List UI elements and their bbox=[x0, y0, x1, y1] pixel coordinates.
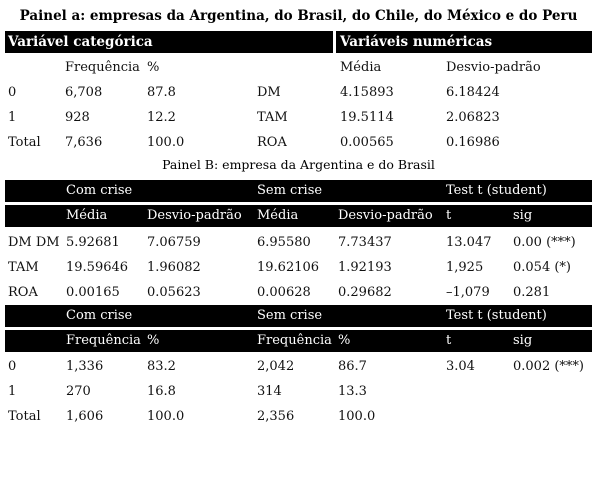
panel-a-row-freq: 7,636 bbox=[65, 135, 103, 150]
panel-a-subheader-mean: Média bbox=[340, 60, 382, 75]
panel-b-cell: 314 bbox=[257, 384, 282, 399]
panel-b-cell: 19.62106 bbox=[257, 260, 320, 275]
panel-b-cell: 0.002 (***) bbox=[513, 359, 584, 374]
panel-a-row-pct: 100.0 bbox=[147, 135, 185, 150]
panel-a-subheader-sd: Desvio-padrão bbox=[446, 60, 541, 75]
panel-b-cell: 0.054 (*) bbox=[513, 260, 571, 275]
panel-b-cell: 1,336 bbox=[66, 359, 104, 374]
panel-b-row-label: DM DM bbox=[8, 235, 60, 250]
panel-b-cell: 3.04 bbox=[446, 359, 475, 374]
panel-b-cell: 0.281 bbox=[513, 285, 551, 300]
panel-b-cell: 6.95580 bbox=[257, 235, 311, 250]
panel-b-group-test-t: Test t (student) bbox=[446, 183, 547, 198]
panel-b-group-com-crise: Com crise bbox=[66, 183, 133, 198]
panel-a-left-header-bar bbox=[5, 31, 333, 53]
panel-a-left-header: Variável categórica bbox=[8, 34, 153, 50]
panel-b-cell: 2,356 bbox=[257, 409, 295, 424]
panel-b-subheader-bar-2 bbox=[5, 330, 592, 352]
panel-b-cell: 1,606 bbox=[66, 409, 104, 424]
panel-a-row-pct: 87.8 bbox=[147, 85, 176, 100]
panel-b-cell: 0.29682 bbox=[338, 285, 392, 300]
panel-b-group-header-bar bbox=[5, 180, 592, 202]
panel-b-cell: 0.05623 bbox=[147, 285, 201, 300]
panel-b-sub-sd: Desvio-padrão bbox=[147, 208, 242, 223]
panel-b-cell: 7.06759 bbox=[147, 235, 201, 250]
panel-b-cell: 0.00165 bbox=[66, 285, 120, 300]
panel-b-cell: 1,925 bbox=[446, 260, 484, 275]
panel-b-cell: 270 bbox=[66, 384, 91, 399]
panel-b-cell: 16.8 bbox=[147, 384, 176, 399]
panel-a-var-sd: 2.06823 bbox=[446, 110, 500, 125]
panel-b-group-com-crise-2: Com crise bbox=[66, 308, 133, 323]
panel-a-subheader-frequency: Frequência bbox=[65, 60, 140, 75]
panel-a-var-label: ROA bbox=[257, 135, 287, 150]
panel-a-right-header-bar bbox=[336, 31, 592, 53]
panel-b-sub-frequency: Frequência bbox=[66, 333, 141, 348]
panel-b-group-sem-crise-2: Sem crise bbox=[257, 308, 323, 323]
panel-b-sub-sd: Desvio-padrão bbox=[338, 208, 433, 223]
panel-b-cell: 0.00628 bbox=[257, 285, 311, 300]
panel-b-cell: 5.92681 bbox=[66, 235, 120, 250]
panel-b-title: Painel B: empresa da Argentina e do Bras… bbox=[162, 157, 435, 172]
panel-a-row-label: 0 bbox=[8, 85, 17, 100]
panel-a-subheader-percent: % bbox=[147, 60, 160, 75]
panel-b-row-label: Total bbox=[8, 409, 41, 424]
panel-a-var-mean: 0.00565 bbox=[340, 135, 394, 150]
panel-a-row-freq: 6,708 bbox=[65, 85, 103, 100]
panel-b-cell: 13.3 bbox=[338, 384, 367, 399]
panel-b-sub-sig: sig bbox=[513, 333, 533, 348]
panel-b-group-header-bar-2 bbox=[5, 305, 592, 327]
panel-a-row-freq: 928 bbox=[65, 110, 90, 125]
panel-b-subheader-bar bbox=[5, 205, 592, 227]
panel-a-var-mean: 4.15893 bbox=[340, 85, 394, 100]
panel-b-cell: 19.59646 bbox=[66, 260, 129, 275]
panel-b-sub-mean: Média bbox=[66, 208, 108, 223]
panel-b-sub-frequency: Frequência bbox=[257, 333, 332, 348]
panel-b-cell: 13.047 bbox=[446, 235, 492, 250]
panel-a-var-sd: 6.18424 bbox=[446, 85, 500, 100]
panel-a-title: Painel a: empresas da Argentina, do Bras… bbox=[19, 8, 578, 24]
panel-b-cell: 0.00 (***) bbox=[513, 235, 576, 250]
panel-b-cell: –1,079 bbox=[446, 285, 490, 300]
panel-b-cell: 83.2 bbox=[147, 359, 176, 374]
panel-b-sub-t: t bbox=[446, 208, 452, 223]
panel-b-cell: 100.0 bbox=[338, 409, 376, 424]
panel-b-group-test-t-2: Test t (student) bbox=[446, 308, 547, 323]
panel-a-row-label: Total bbox=[8, 135, 41, 150]
panel-b-sub-percent: % bbox=[338, 333, 351, 348]
panel-b-sub-t: t bbox=[446, 333, 452, 348]
panel-b-sub-sig: sig bbox=[513, 208, 533, 223]
panel-b-cell: 100.0 bbox=[147, 409, 185, 424]
panel-a-var-label: DM bbox=[257, 85, 281, 100]
panel-b-cell: 1.96082 bbox=[147, 260, 201, 275]
panel-b-sub-mean: Média bbox=[257, 208, 299, 223]
panel-a-right-header: Variáveis numéricas bbox=[340, 34, 493, 50]
panel-b-cell: 1.92193 bbox=[338, 260, 392, 275]
panel-b-row-label: 0 bbox=[8, 359, 17, 374]
panel-b-row-label: 1 bbox=[8, 384, 17, 399]
panel-a-var-sd: 0.16986 bbox=[446, 135, 500, 150]
panel-b-cell: 7.73437 bbox=[338, 235, 392, 250]
panel-b-cell: 2,042 bbox=[257, 359, 295, 374]
panel-b-row-label: ROA bbox=[8, 285, 38, 300]
panel-b-cell: 86.7 bbox=[338, 359, 367, 374]
panel-b-row-label: TAM bbox=[8, 260, 39, 275]
panel-a-row-label: 1 bbox=[8, 110, 17, 125]
panel-b-sub-percent: % bbox=[147, 333, 160, 348]
panel-b-group-sem-crise: Sem crise bbox=[257, 183, 323, 198]
panel-a-row-pct: 12.2 bbox=[147, 110, 176, 125]
panel-a-var-mean: 19.5114 bbox=[340, 110, 394, 125]
panel-a-var-label: TAM bbox=[257, 110, 288, 125]
